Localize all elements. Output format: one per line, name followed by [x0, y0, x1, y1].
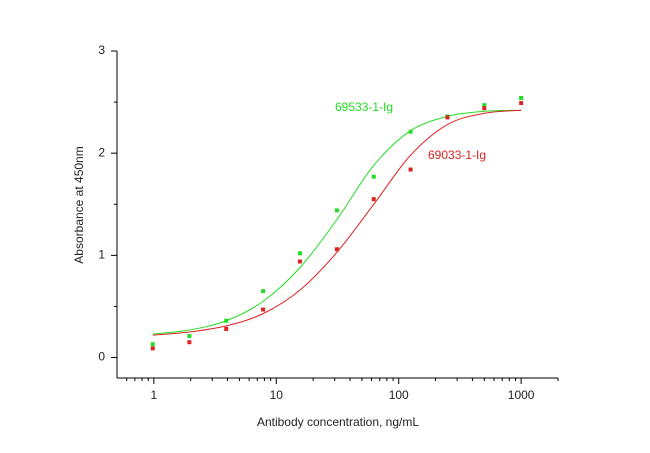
data-point [408, 167, 413, 172]
data-point [371, 197, 376, 202]
x-axis-title: Antibody concentration, ng/mL [257, 415, 419, 429]
series-label: 69033-1-Ig [428, 148, 486, 162]
data-point [482, 103, 487, 108]
data-point [187, 334, 192, 339]
data-point [445, 115, 450, 120]
data-point [150, 346, 155, 351]
data-point [334, 208, 339, 213]
data-point [261, 307, 266, 312]
x-tick-label: 1000 [508, 388, 535, 402]
data-point [519, 101, 524, 106]
data-point [334, 247, 339, 252]
data-point [224, 326, 229, 331]
data-point [482, 106, 487, 111]
data-point [297, 259, 302, 264]
x-tick-label: 10 [270, 388, 284, 402]
x-tick-label: 100 [389, 388, 409, 402]
x-tick-label: 1 [151, 388, 158, 402]
fit-curve [152, 109, 522, 336]
y-axis-title: Absorbance at 450nm [72, 146, 86, 263]
data-point [150, 342, 155, 347]
data-point [371, 174, 376, 179]
y-tick-label: 1 [98, 248, 105, 262]
data-point [297, 251, 302, 256]
y-tick-label: 0 [98, 350, 105, 364]
series-label: 69533-1-Ig [335, 100, 393, 114]
fit-curve [152, 109, 522, 335]
data-point [187, 340, 192, 345]
data-point [261, 289, 266, 294]
data-point [519, 96, 524, 101]
y-tick-label: 2 [98, 145, 105, 159]
data-point [408, 129, 413, 134]
data-point [224, 318, 229, 323]
y-tick-label: 3 [98, 43, 105, 57]
